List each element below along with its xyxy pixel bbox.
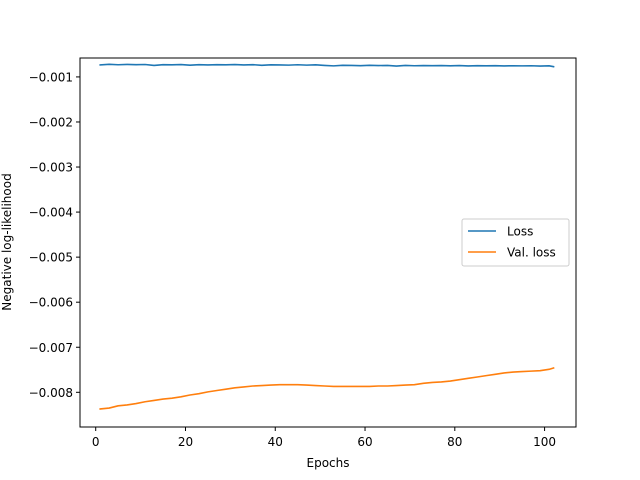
legend: Loss Val. loss [461,218,570,267]
y-tick-label: −0.006 [29,296,73,310]
series-layer [99,63,555,410]
series-line-0 [99,63,555,68]
y-axis-ticks: −0.001 −0.002 −0.003 −0.004 −0.005 −0.006 −0.0… [29,70,80,400]
x-tick-label: 100 [533,435,556,449]
y-tick-label: −0.008 [29,386,73,400]
y-tick-label: −0.002 [29,115,73,129]
y-tick-label: −0.007 [29,341,73,355]
plot-frame [79,57,577,428]
y-tick-label: −0.003 [29,161,73,175]
x-tick-label: 0 [92,435,100,449]
x-tick-label: 80 [447,435,462,449]
x-tick-label: 60 [357,435,372,449]
series-line-1 [99,366,555,410]
y-tick-label: −0.005 [29,251,73,265]
x-axis-ticks: 0 20 40 60 80 100 [92,427,556,449]
legend-label-val-loss: Val. loss [507,246,556,260]
x-tick-label: 40 [268,435,283,449]
x-axis-label: Epochs [307,456,350,470]
x-tick-label: 20 [178,435,193,449]
legend-label-loss: Loss [507,225,533,239]
y-tick-label: −0.004 [29,206,73,220]
y-axis-label: Negative log-likelihood [0,173,14,310]
y-tick-label: −0.001 [29,70,73,84]
